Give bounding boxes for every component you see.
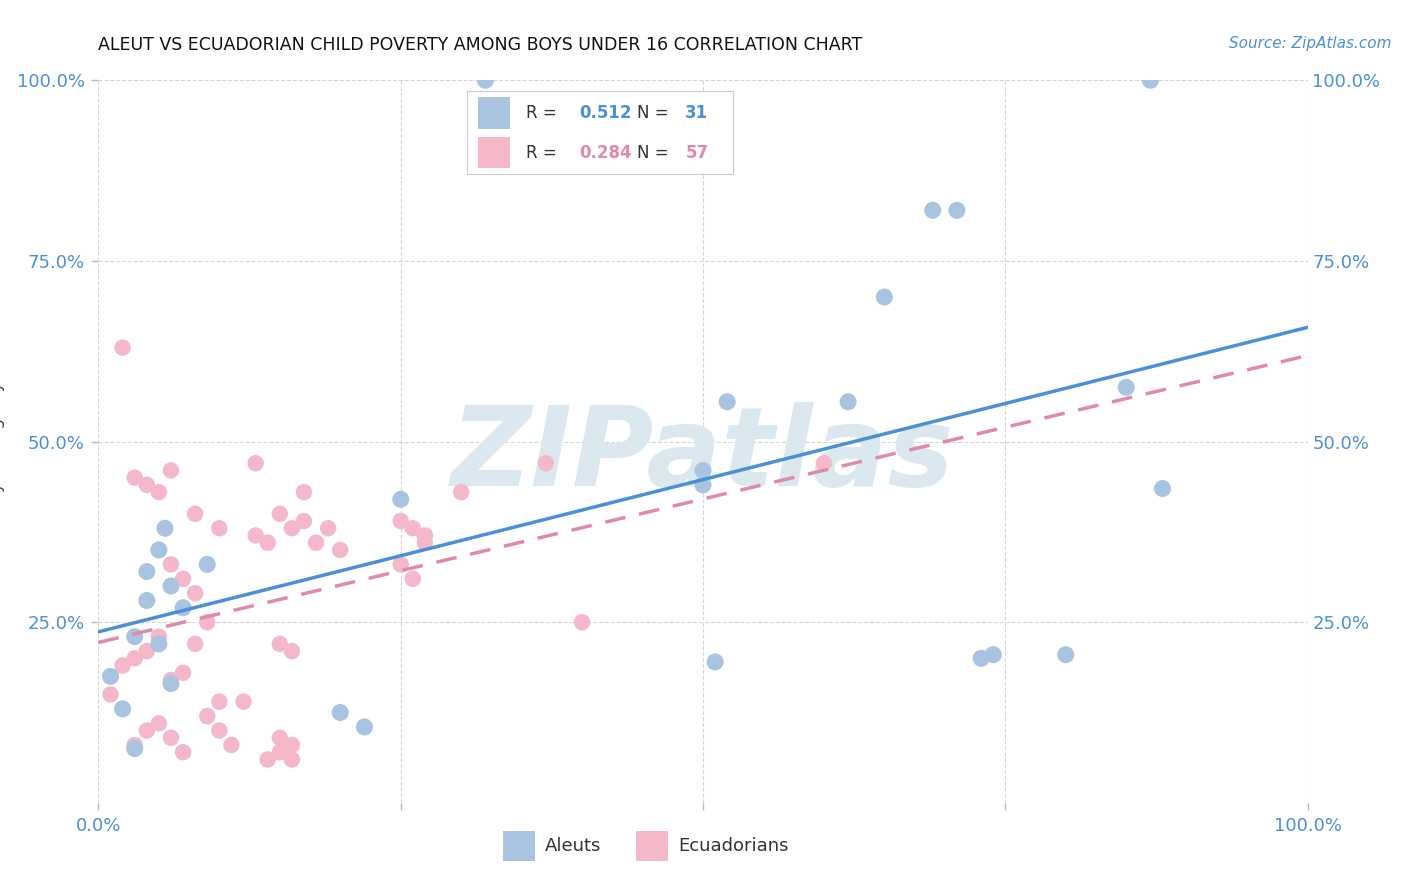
Point bbox=[813, 456, 835, 470]
Point bbox=[329, 542, 352, 557]
Point bbox=[921, 203, 943, 218]
Point bbox=[124, 651, 146, 665]
Point bbox=[837, 394, 859, 409]
Point bbox=[160, 579, 183, 593]
Point bbox=[184, 507, 207, 521]
Point bbox=[111, 658, 134, 673]
Point bbox=[160, 676, 183, 690]
Point bbox=[208, 521, 231, 535]
Text: ALEUT VS ECUADORIAN CHILD POVERTY AMONG BOYS UNDER 16 CORRELATION CHART: ALEUT VS ECUADORIAN CHILD POVERTY AMONG … bbox=[98, 36, 863, 54]
Point bbox=[692, 463, 714, 477]
Point bbox=[100, 669, 122, 683]
Point bbox=[402, 521, 425, 535]
Point bbox=[413, 535, 436, 549]
Point bbox=[148, 630, 170, 644]
Point bbox=[413, 528, 436, 542]
Point bbox=[232, 695, 254, 709]
Point bbox=[281, 644, 304, 658]
Y-axis label: Child Poverty Among Boys Under 16: Child Poverty Among Boys Under 16 bbox=[0, 291, 6, 592]
Point bbox=[402, 572, 425, 586]
Point bbox=[281, 738, 304, 752]
Point bbox=[148, 542, 170, 557]
Point bbox=[353, 720, 375, 734]
Point bbox=[269, 637, 291, 651]
Point bbox=[160, 673, 183, 687]
Point bbox=[184, 586, 207, 600]
Point bbox=[148, 485, 170, 500]
Point bbox=[269, 507, 291, 521]
Point bbox=[221, 738, 243, 752]
Point bbox=[148, 542, 170, 557]
Point bbox=[1152, 482, 1174, 496]
Point bbox=[160, 463, 183, 477]
Point bbox=[534, 456, 557, 470]
Point bbox=[195, 615, 218, 630]
Point bbox=[124, 470, 146, 484]
Point bbox=[160, 731, 183, 745]
Point bbox=[281, 752, 304, 766]
Point bbox=[135, 478, 157, 492]
Text: Source: ZipAtlas.com: Source: ZipAtlas.com bbox=[1229, 36, 1392, 51]
Point bbox=[981, 648, 1004, 662]
Point bbox=[172, 600, 194, 615]
Point bbox=[124, 630, 146, 644]
Point bbox=[135, 593, 157, 607]
Point bbox=[292, 485, 315, 500]
Point bbox=[148, 716, 170, 731]
Point bbox=[111, 702, 134, 716]
Point bbox=[389, 514, 412, 528]
Point bbox=[316, 521, 339, 535]
Point bbox=[269, 745, 291, 759]
Point bbox=[946, 203, 969, 218]
Point bbox=[208, 723, 231, 738]
Point bbox=[245, 456, 267, 470]
Point bbox=[172, 665, 194, 680]
Point bbox=[256, 535, 278, 549]
Point bbox=[195, 558, 218, 572]
Point bbox=[329, 706, 352, 720]
Point bbox=[305, 535, 328, 549]
Point bbox=[389, 492, 412, 507]
Point bbox=[1115, 380, 1137, 394]
Point bbox=[100, 687, 122, 701]
Point bbox=[704, 655, 727, 669]
Point bbox=[195, 709, 218, 723]
Point bbox=[389, 558, 412, 572]
Point bbox=[256, 752, 278, 766]
Point bbox=[970, 651, 993, 665]
Point bbox=[281, 521, 304, 535]
Point bbox=[111, 341, 134, 355]
Point bbox=[245, 528, 267, 542]
Point bbox=[269, 731, 291, 745]
Point bbox=[153, 521, 176, 535]
Point bbox=[184, 637, 207, 651]
Point bbox=[135, 723, 157, 738]
Point bbox=[292, 514, 315, 528]
Point bbox=[716, 394, 738, 409]
Point bbox=[1054, 648, 1077, 662]
Text: ZIPatlas: ZIPatlas bbox=[451, 402, 955, 509]
Point bbox=[135, 565, 157, 579]
Point bbox=[160, 558, 183, 572]
Point bbox=[571, 615, 593, 630]
Point bbox=[873, 290, 896, 304]
Point bbox=[124, 738, 146, 752]
Point bbox=[450, 485, 472, 500]
Point bbox=[148, 637, 170, 651]
Point bbox=[692, 478, 714, 492]
Point bbox=[172, 745, 194, 759]
Point bbox=[172, 572, 194, 586]
Point bbox=[474, 73, 496, 87]
Point bbox=[208, 695, 231, 709]
Point bbox=[135, 644, 157, 658]
Point bbox=[1139, 73, 1161, 87]
Point bbox=[124, 741, 146, 756]
